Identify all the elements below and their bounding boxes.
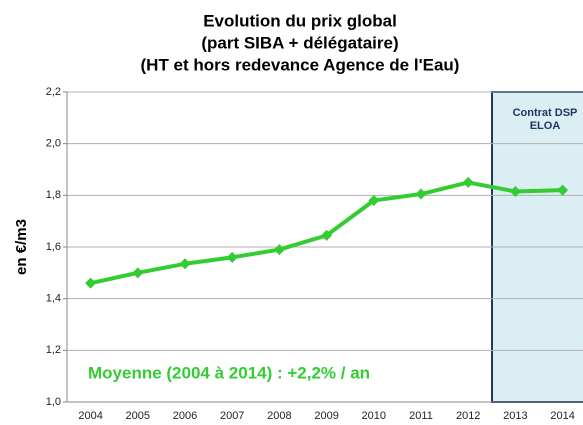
y-tick-label: 2,0 [46,138,61,150]
marker [415,188,427,200]
marker [179,258,191,270]
x-tick-label: 2014 [550,410,574,422]
y-tick-label: 1,0 [46,396,61,408]
marker [368,195,380,206]
x-tick-label: 2009 [314,410,338,422]
x-tick-label: 2010 [362,410,386,422]
x-tick-label: 2008 [267,410,291,422]
x-tick-label: 2007 [220,410,244,422]
x-tick-label: 2011 [409,410,433,422]
x-tick-label: 2012 [456,410,480,422]
marker [321,229,333,241]
marker [273,244,285,256]
x-tick-label: 2006 [173,410,197,422]
y-tick-label: 1,8 [46,189,61,201]
marker [509,185,521,197]
marker [226,251,238,263]
note: Moyenne (2004 à 2014) : +2,2% / an [88,363,370,382]
y-tick-label: 1,4 [46,293,61,305]
marker [132,267,144,279]
marker [462,176,474,188]
x-tick-label: 2013 [503,410,527,422]
y-tick-label: 1,2 [46,344,61,356]
chart-title: (HT et hors redevance Agence de l'Eau) [141,55,460,74]
y-tick-label: 2,2 [46,86,61,98]
y-axis-label: en €/m3 [13,219,30,275]
x-tick-label: 2005 [126,410,150,422]
marker [85,277,97,289]
chart-title: (part SIBA + délégataire) [201,33,398,52]
marker [557,184,569,196]
region-label: Contrat DSP [513,107,578,119]
y-tick-label: 1,6 [46,241,61,253]
chart-title: Evolution du prix global [203,11,397,30]
region-label: ELOA [530,120,561,132]
x-tick-label: 2004 [78,410,102,422]
